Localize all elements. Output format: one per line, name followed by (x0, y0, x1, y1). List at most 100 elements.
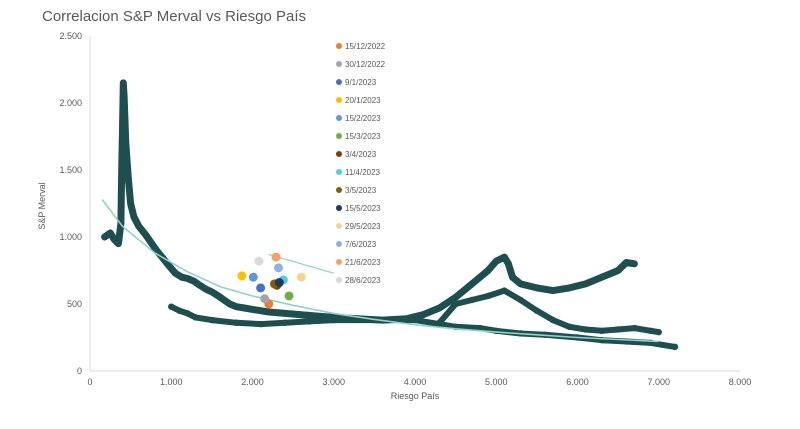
history-point (493, 257, 500, 265)
history-point (115, 240, 122, 247)
legend-label: 15/3/2023 (345, 132, 381, 141)
history-point (265, 308, 272, 316)
history-point (176, 307, 183, 314)
legend-marker (336, 241, 342, 247)
y-tick-label: 500 (67, 299, 82, 309)
history-point (476, 274, 484, 281)
history-point (306, 318, 313, 325)
history-point (419, 311, 427, 318)
history-point (631, 324, 638, 332)
recent-point (274, 278, 284, 288)
y-tick-label: 0 (77, 366, 82, 376)
recent-point (296, 272, 306, 282)
history-point (476, 324, 484, 332)
legend-marker (336, 277, 342, 283)
legend-marker (336, 115, 342, 121)
history-point (566, 323, 573, 330)
x-tick-label: 2.000 (241, 377, 264, 387)
history-point (501, 253, 508, 261)
history-point (655, 328, 662, 336)
legend-label: 30/12/2022 (345, 60, 386, 69)
legend-marker (336, 97, 342, 103)
legend-label: 11/4/2023 (345, 168, 381, 177)
y-tick-labels: 0 500 1.000 1.500 2.000 2.500 (59, 31, 82, 376)
historical-series (101, 79, 679, 351)
history-point (220, 296, 228, 304)
history-point (249, 306, 256, 313)
x-tick-label: 7.000 (647, 377, 670, 387)
history-point (298, 311, 305, 318)
history-point (533, 307, 541, 314)
x-tick-label: 3.000 (322, 377, 345, 387)
history-point (598, 327, 606, 334)
x-axis-title: Riesgo País (391, 391, 440, 401)
history-point (208, 316, 216, 324)
history-point (184, 275, 191, 282)
legend-label: 15/2/2023 (345, 114, 381, 123)
history-point (671, 343, 679, 351)
history-point (196, 282, 203, 289)
history-point (122, 140, 129, 147)
history-point (168, 303, 175, 310)
history-point (452, 294, 459, 301)
history-point (517, 280, 524, 288)
legend-label: 21/6/2023 (345, 258, 381, 267)
history-point (533, 284, 541, 292)
history-point (118, 166, 125, 174)
history-point (257, 307, 264, 314)
history-point (484, 267, 492, 274)
x-tick-label: 1.000 (160, 377, 183, 387)
legend-label: 29/5/2023 (345, 222, 381, 231)
history-point (281, 319, 289, 326)
legend-marker (336, 223, 342, 229)
history-point (484, 292, 492, 300)
history-point (190, 278, 198, 285)
history-point (241, 304, 248, 312)
history-point (233, 319, 240, 326)
recent-point (256, 283, 266, 293)
trendline-group (101, 199, 659, 343)
legend-label: 3/4/2023 (345, 150, 377, 159)
y-tick-label: 2.000 (59, 98, 82, 108)
history-point (566, 284, 573, 292)
history-point (647, 327, 654, 334)
history-point (153, 247, 160, 254)
history-point (124, 173, 132, 180)
legend-marker (336, 205, 342, 211)
history-point (623, 259, 630, 266)
history-point (517, 296, 524, 304)
history-point (281, 310, 289, 317)
history-point (582, 280, 589, 288)
history-point (468, 296, 476, 304)
legend-label: 20/1/2023 (345, 96, 381, 105)
legend-label: 9/1/2023 (345, 78, 377, 87)
legend-marker (336, 259, 342, 265)
history-point (208, 288, 216, 296)
history-point (111, 236, 118, 243)
legend-label: 7/6/2023 (345, 240, 377, 249)
x-tick-label: 0 (87, 377, 92, 387)
recent-point (237, 271, 247, 281)
history-point (192, 314, 199, 321)
y-tick-label: 1.000 (59, 232, 82, 242)
legend: 15/12/2022 30/12/2022 9/1/2023 20/1/2023 15/… (336, 42, 386, 285)
history-point (130, 213, 138, 221)
history-point (257, 320, 264, 328)
legend-label: 3/5/2023 (345, 186, 377, 195)
history-point (614, 267, 622, 274)
legend-label: 15/12/2022 (345, 42, 386, 51)
history-point (509, 274, 516, 281)
legend-marker (336, 133, 342, 139)
legend-marker (336, 151, 342, 157)
history-point (549, 287, 557, 294)
recent-point (284, 291, 294, 301)
x-tick-label: 8.000 (729, 377, 752, 387)
history-point (101, 233, 108, 241)
y-tick-label: 2.500 (59, 31, 82, 41)
y-axis-title: S&P Merval (37, 182, 47, 229)
history-point (147, 239, 155, 246)
history-point (142, 231, 149, 238)
x-tick-labels: 0 1.000 2.000 3.000 4.000 5.000 6.000 7.000 8.00… (87, 377, 751, 387)
history-point (166, 263, 173, 270)
